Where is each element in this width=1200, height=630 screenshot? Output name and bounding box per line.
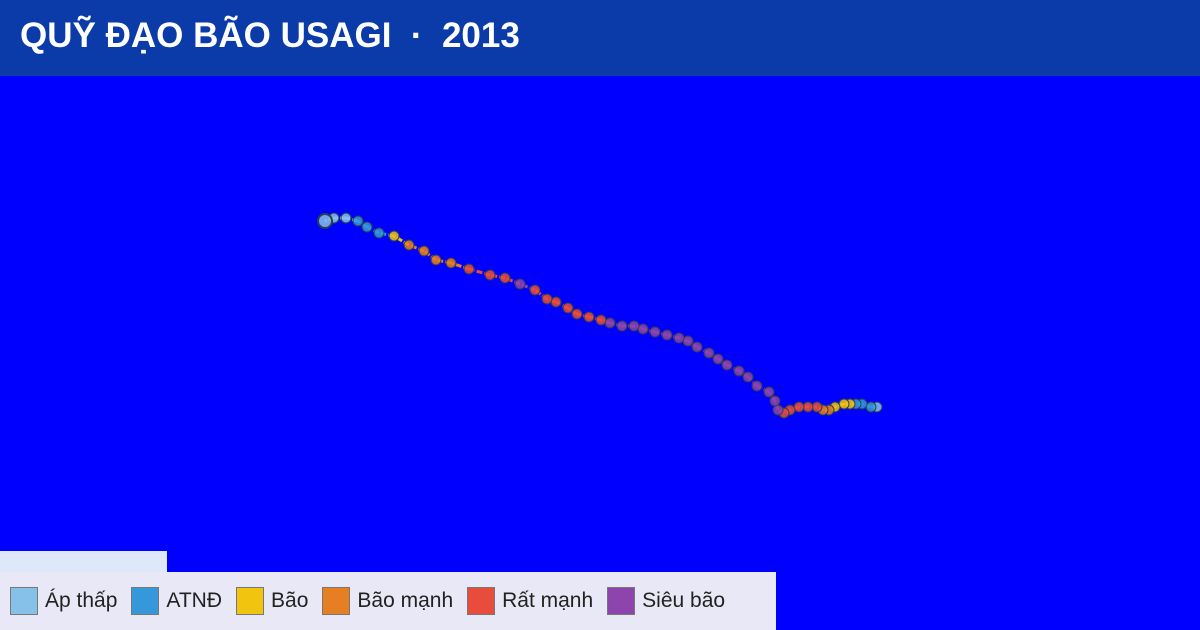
track-point: [595, 314, 607, 326]
track-point: [484, 269, 496, 281]
track-point: [340, 212, 352, 224]
track-point: [418, 245, 430, 257]
legend-label: Áp thấp: [45, 589, 118, 612]
track-point: [373, 227, 385, 239]
track-point: [388, 230, 400, 242]
legend-label: Siêu bão: [642, 589, 726, 612]
track-point: [772, 404, 784, 416]
track-point: [661, 329, 673, 341]
legend-swatch: [236, 587, 265, 615]
track-point: [541, 293, 553, 305]
track-point: [616, 320, 628, 332]
track-point: [361, 221, 373, 233]
track-point: [637, 323, 649, 335]
track-point: [562, 302, 574, 314]
track-point: [463, 263, 475, 275]
legend-item: Bão: [236, 587, 308, 615]
legend: Áp thấp ATNĐ Bão Bão mạnh Rất mạnh Siêu bão: [0, 572, 776, 630]
track-point: [793, 401, 805, 413]
legend-label: ATNĐ: [166, 589, 223, 612]
track-point: [838, 398, 850, 410]
legend-item: Rất mạnh: [467, 587, 593, 615]
track-point: [499, 272, 511, 284]
legend-item: ATNĐ: [131, 587, 222, 615]
track-point: [682, 335, 694, 347]
legend-swatch: [467, 587, 496, 615]
header: QUỸ ĐẠO BÃO USAGI · 2013: [0, 0, 1200, 76]
track-point: [742, 371, 754, 383]
track-point: [691, 341, 703, 353]
track-point: [529, 284, 541, 296]
track-point: [649, 326, 661, 338]
track-point: [628, 320, 640, 332]
track-point: [317, 213, 333, 229]
track-point: [604, 317, 616, 329]
legend-swatch: [131, 587, 160, 615]
legend-item: Áp thấp: [10, 587, 117, 615]
legend-swatch: [322, 587, 351, 615]
legend-label: Rất mạnh: [502, 589, 594, 612]
legend-swatch: [607, 587, 636, 615]
legend-tab: [0, 551, 167, 573]
map: [0, 76, 1200, 630]
legend-item: Bão mạnh: [322, 587, 453, 615]
legend-swatch: [10, 587, 38, 615]
track-point: [550, 296, 562, 308]
track-point: [865, 401, 877, 413]
track-point: [712, 353, 724, 365]
track-point: [445, 257, 457, 269]
track-point: [403, 239, 415, 251]
track-point: [721, 359, 733, 371]
legend-label: Bão mạnh: [357, 589, 454, 612]
track-point: [430, 254, 442, 266]
title: QUỸ ĐẠO BÃO USAGI · 2013: [20, 16, 520, 55]
track-point: [571, 308, 583, 320]
track-point: [673, 332, 685, 344]
track-point: [733, 365, 745, 377]
legend-label: Bão: [271, 589, 309, 612]
track-point: [751, 380, 763, 392]
track-point: [352, 215, 364, 227]
track-point: [703, 347, 715, 359]
track-point: [514, 278, 526, 290]
track-point: [763, 386, 775, 398]
track-point: [769, 395, 781, 407]
legend-item: Siêu bão: [607, 587, 725, 615]
track-point: [583, 311, 595, 323]
